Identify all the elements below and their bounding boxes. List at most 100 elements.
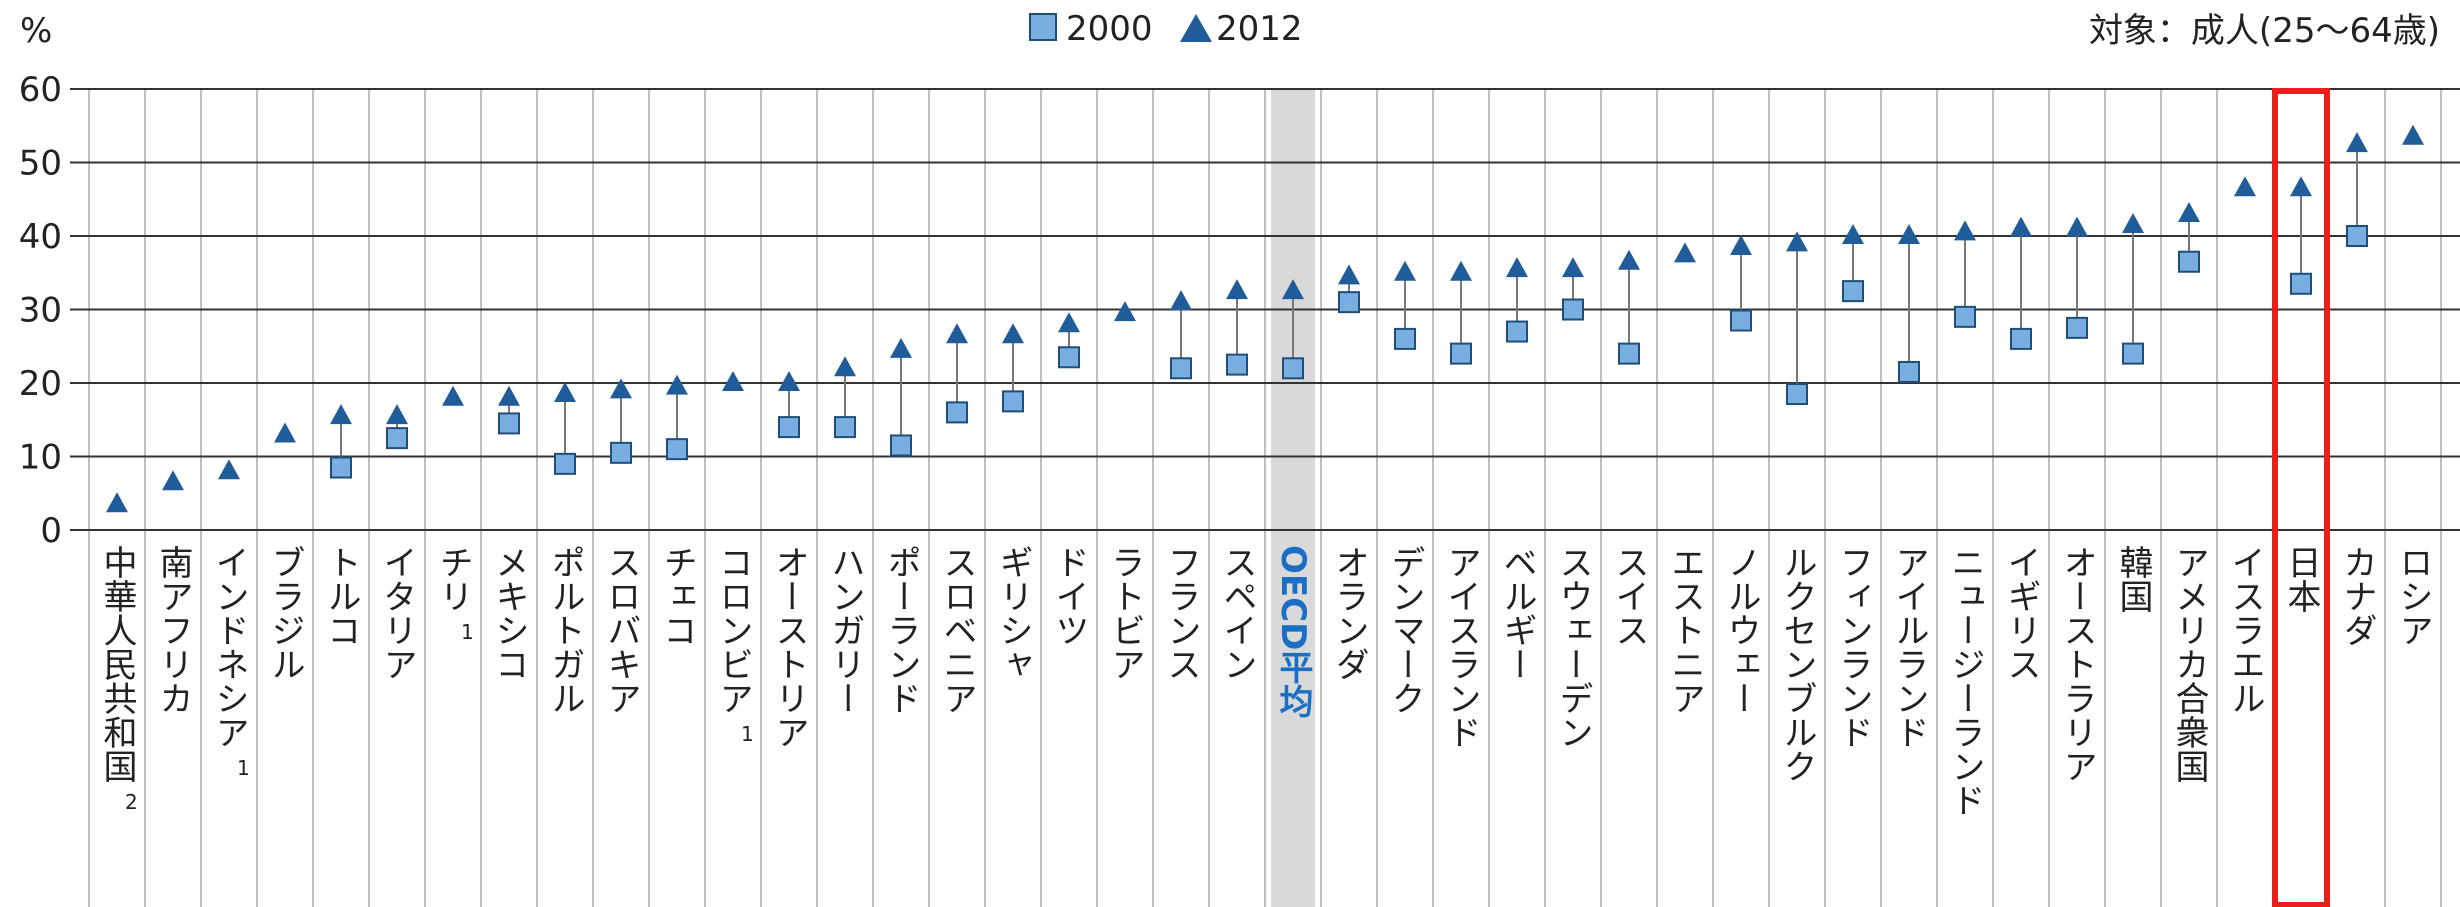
legend-label: 2000 bbox=[1066, 9, 1153, 49]
x-tick-label: スウェーデン bbox=[1553, 545, 1593, 749]
legend-label: 2012 bbox=[1216, 9, 1303, 49]
x-tick-label: チェコ bbox=[657, 545, 697, 647]
marker-2000 bbox=[2010, 327, 2032, 350]
x-tick-label: オーストラリア bbox=[2057, 545, 2097, 783]
marker-2012 bbox=[1394, 260, 1416, 281]
x-tick-label: ニュージーランド bbox=[1945, 545, 1985, 817]
y-tick-label: 50 bbox=[19, 144, 62, 184]
marker-2012 bbox=[2346, 132, 2368, 153]
marker-2000 bbox=[1898, 360, 1920, 383]
x-tick-label: オランダ bbox=[1329, 545, 1369, 681]
x-tick-label: インドネシア bbox=[209, 545, 249, 749]
x-tick-label: 韓国 bbox=[2113, 545, 2153, 613]
footnote-marker: 1 bbox=[237, 756, 250, 780]
marker-2000 bbox=[1282, 357, 1304, 380]
x-tick-label: ポルトガル bbox=[545, 545, 585, 715]
marker-2000 bbox=[1338, 291, 1360, 314]
marker-2000 bbox=[330, 456, 352, 479]
x-tick-label: イギリス bbox=[2001, 545, 2041, 681]
y-tick-label: 20 bbox=[19, 364, 62, 404]
x-tick-label: ポーランド bbox=[881, 545, 921, 715]
y-axis-label: % bbox=[20, 11, 52, 51]
footnote-marker: 1 bbox=[461, 620, 474, 644]
marker-2012 bbox=[1338, 264, 1360, 285]
y-tick-label: 60 bbox=[19, 70, 62, 110]
marker-2000 bbox=[2290, 272, 2312, 295]
footnote-marker: 1 bbox=[741, 722, 754, 746]
highlight-column bbox=[1271, 89, 1315, 907]
x-tick-label: スイス bbox=[1609, 545, 1649, 647]
x-tick-label: アメリカ合衆国 bbox=[2169, 545, 2209, 783]
marker-2012 bbox=[1842, 224, 1864, 244]
marker-2012 bbox=[442, 385, 464, 406]
marker-2000 bbox=[1450, 342, 1472, 365]
x-tick-label: ギリシャ bbox=[993, 545, 1033, 681]
marker-2000 bbox=[834, 416, 856, 439]
marker-2000 bbox=[2122, 342, 2144, 365]
marker-2012 bbox=[1898, 224, 1920, 244]
marker-2012 bbox=[106, 492, 128, 513]
marker-2000 bbox=[1170, 357, 1192, 380]
x-tick-label: トルコ bbox=[321, 545, 361, 647]
marker-2012 bbox=[2010, 216, 2032, 237]
marker-2012 bbox=[890, 337, 912, 358]
y-tick-label: 40 bbox=[19, 217, 62, 257]
marker-2000 bbox=[386, 427, 408, 450]
marker-2012 bbox=[1562, 257, 1584, 278]
marker-2012 bbox=[834, 356, 856, 377]
marker-2012 bbox=[330, 404, 352, 425]
x-tick-label: イスラエル bbox=[2225, 545, 2265, 715]
marker-2000 bbox=[1394, 327, 1416, 350]
marker-2012 bbox=[1954, 220, 1976, 241]
marker-2000 bbox=[2066, 316, 2088, 339]
legend-marker bbox=[1029, 13, 1057, 41]
x-tick-label: 日本 bbox=[2281, 545, 2321, 613]
marker-2012 bbox=[2234, 176, 2256, 197]
marker-2012 bbox=[554, 382, 576, 403]
x-tick-label: ドイツ bbox=[1049, 545, 1089, 647]
marker-2000 bbox=[1058, 346, 1080, 369]
marker-2000 bbox=[778, 416, 800, 439]
marker-2000 bbox=[1226, 353, 1248, 376]
x-tick-label: コロンビア bbox=[713, 545, 753, 715]
x-tick-label: チリ bbox=[433, 545, 473, 613]
marker-2000 bbox=[2346, 225, 2368, 247]
marker-2000 bbox=[1618, 342, 1640, 365]
marker-2000 bbox=[554, 452, 576, 475]
marker-2012 bbox=[1170, 290, 1192, 311]
marker-2000 bbox=[2178, 250, 2200, 273]
y-tick-label: 0 bbox=[40, 511, 62, 551]
marker-2012 bbox=[218, 459, 240, 480]
marker-2012 bbox=[1450, 260, 1472, 281]
marker-2012 bbox=[1786, 231, 1808, 252]
marker-2012 bbox=[946, 323, 968, 344]
marker-2012 bbox=[722, 371, 744, 391]
x-tick-label: 南アフリカ bbox=[153, 545, 193, 715]
x-tick-label: アイスランド bbox=[1441, 545, 1481, 749]
marker-2000 bbox=[666, 438, 688, 461]
marker-2012 bbox=[2402, 124, 2424, 145]
x-tick-label: スペイン bbox=[1217, 545, 1257, 681]
marker-2000 bbox=[1954, 305, 1976, 328]
marker-2012 bbox=[498, 385, 520, 406]
marker-2012 bbox=[1730, 235, 1752, 256]
x-tick-label: ルクセンブルク bbox=[1777, 545, 1817, 783]
marker-2012 bbox=[274, 422, 296, 443]
marker-2012 bbox=[778, 371, 800, 391]
x-tick-label: 中華人民共和国 bbox=[97, 545, 137, 783]
x-tick-label: スロベニア bbox=[937, 545, 977, 715]
box-highlight bbox=[2272, 88, 2330, 907]
marker-2012 bbox=[1506, 257, 1528, 278]
marker-2012 bbox=[1058, 312, 1080, 333]
x-tick-label: アイルランド bbox=[1889, 545, 1929, 749]
marker-2000 bbox=[610, 441, 632, 464]
marker-2012 bbox=[2290, 176, 2312, 197]
marker-2012 bbox=[1674, 242, 1696, 263]
marker-2012 bbox=[162, 470, 184, 491]
x-tick-label: イタリア bbox=[377, 545, 417, 681]
y-tick-label: 10 bbox=[19, 438, 62, 478]
marker-2012 bbox=[1114, 301, 1136, 322]
marker-2012 bbox=[2178, 201, 2200, 222]
x-tick-label: フランス bbox=[1161, 545, 1201, 681]
